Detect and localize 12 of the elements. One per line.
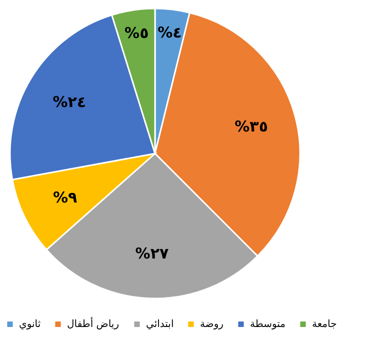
legend-label: جامعة [312,319,337,330]
data-label: %٢٧ [135,244,169,262]
legend-label: روضة [200,319,224,330]
legend-label: ثانوي [19,319,41,330]
data-label: %٢٤ [52,92,86,111]
data-label: %٥ [124,24,149,42]
legend-label: متوسطة [250,319,286,330]
legend-label: ابتدائي [146,319,174,330]
legend-label: رياض أطفال [67,317,120,330]
data-label: %٩ [52,188,78,206]
data-label: %٤ [158,23,182,42]
data-label: %٣٥ [234,118,268,136]
